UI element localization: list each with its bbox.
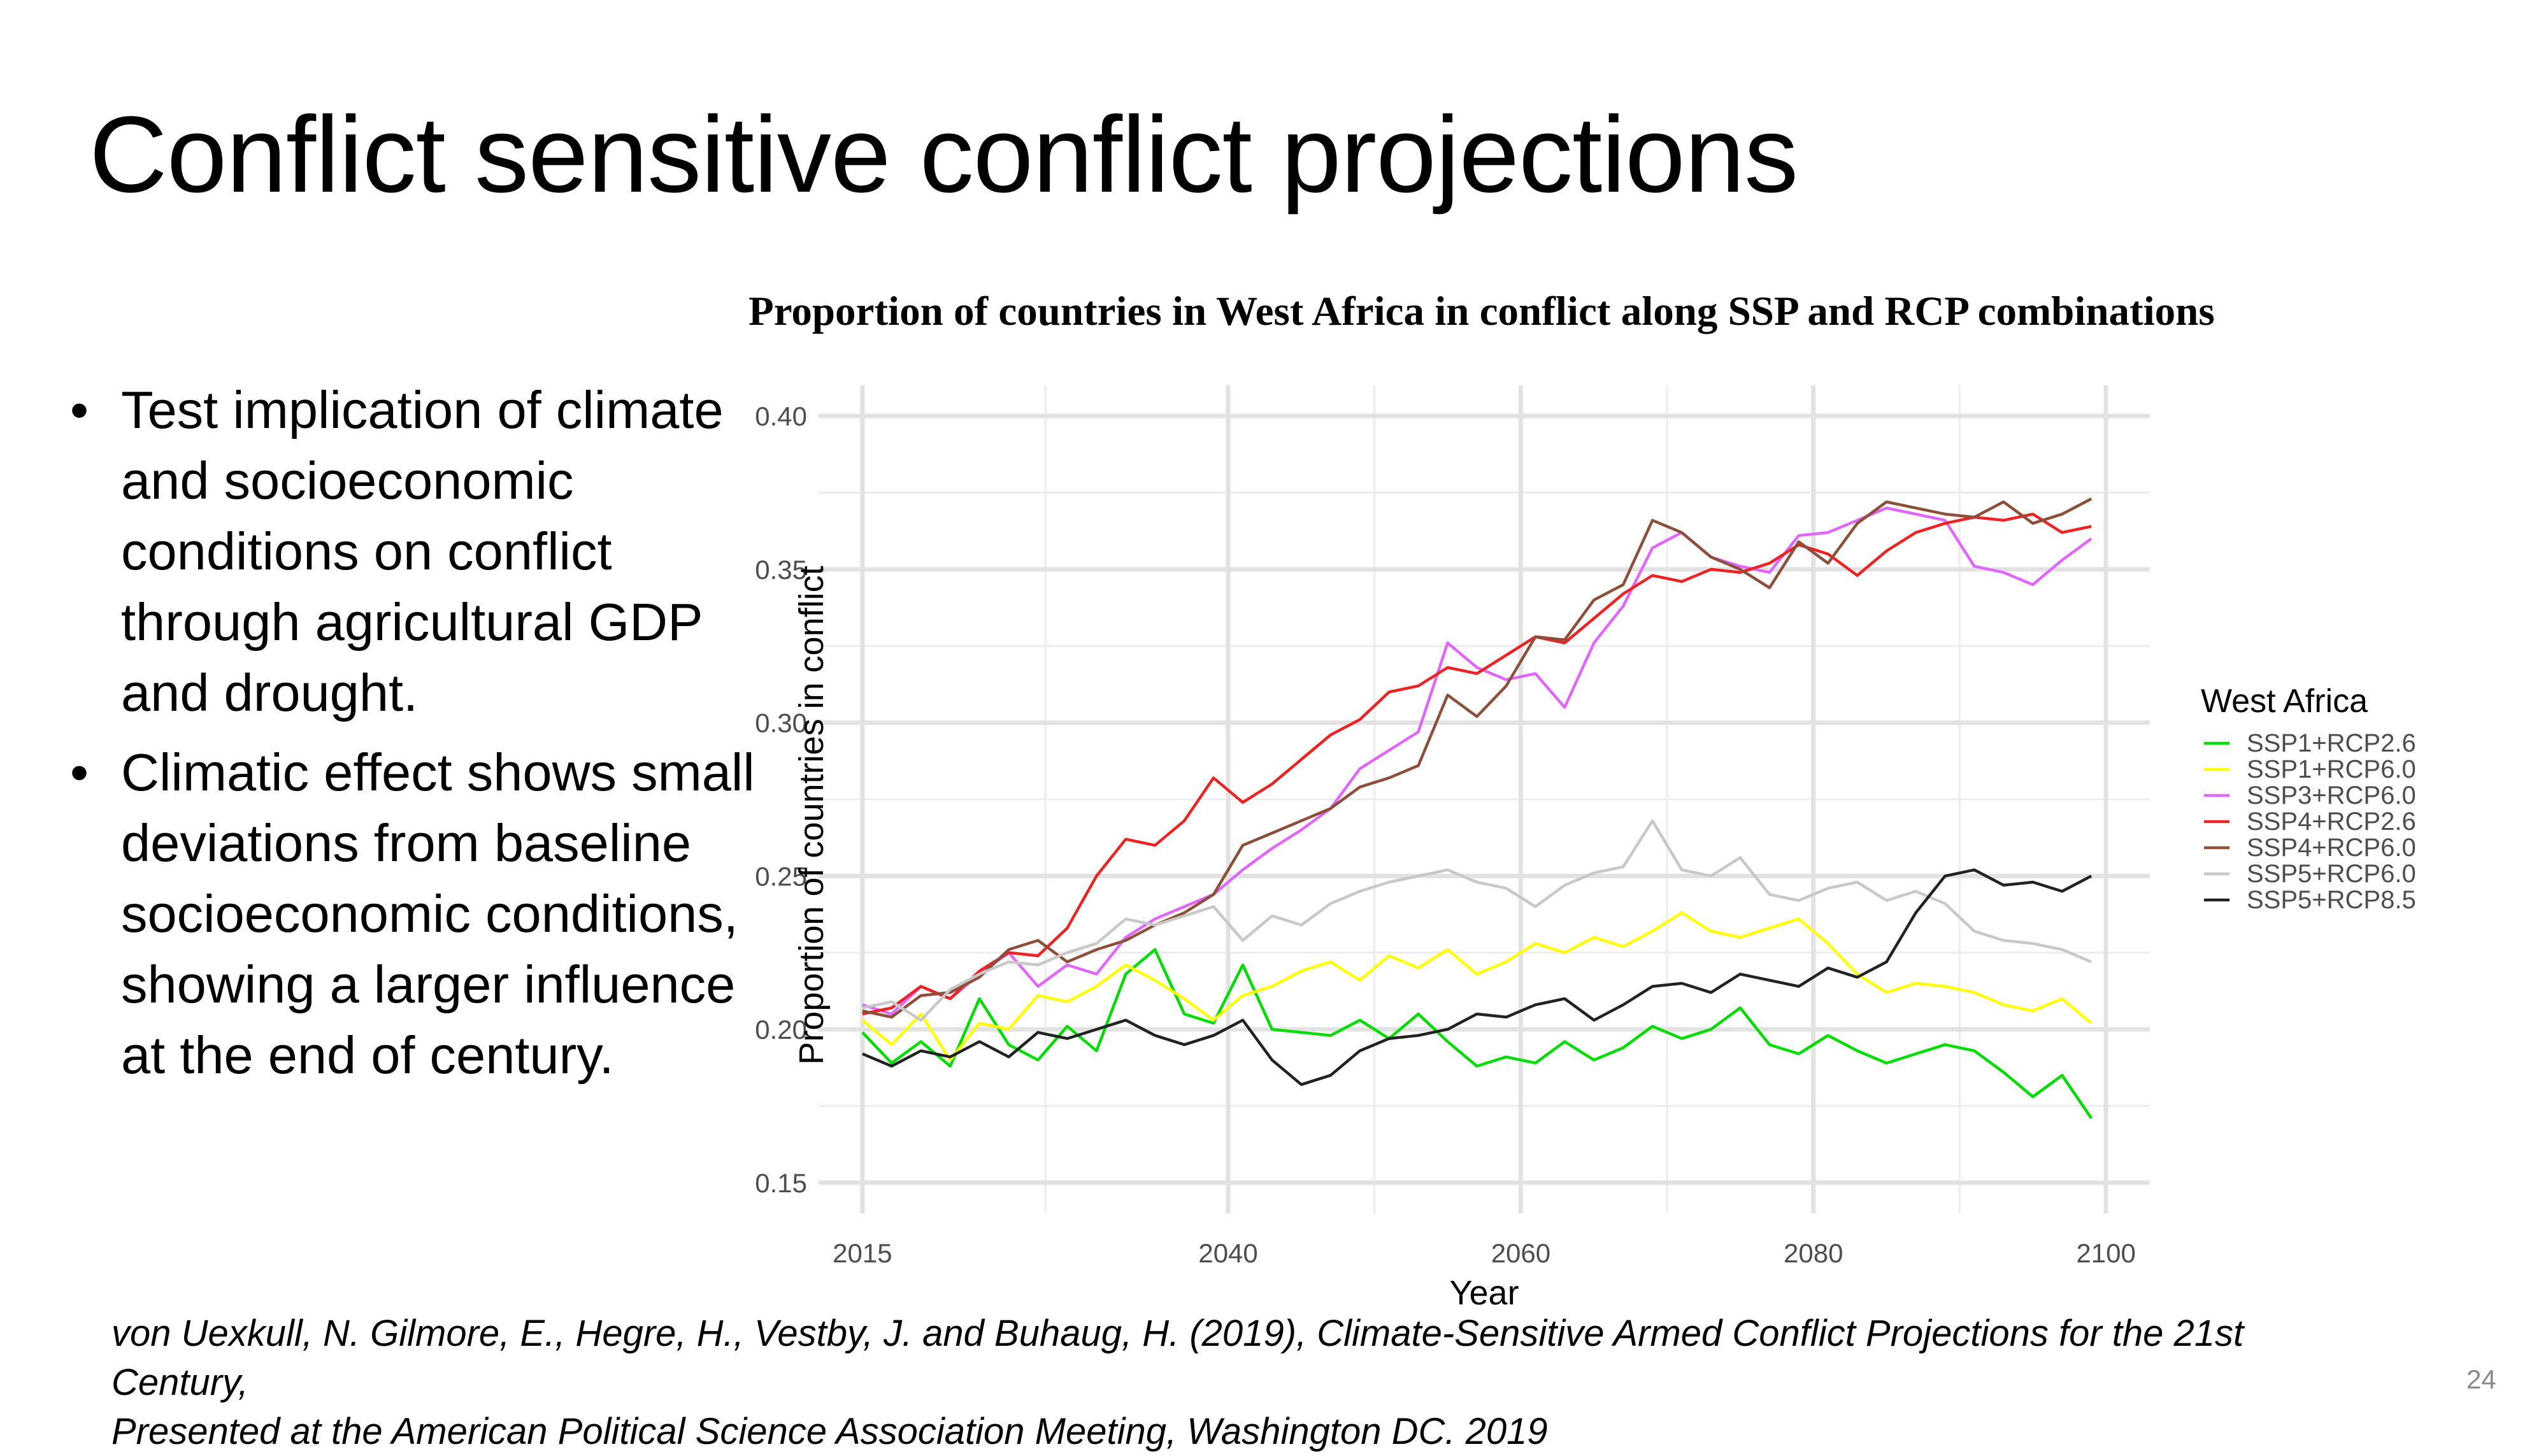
page-number: 24 [2466,1364,2496,1394]
chart-legend: West Africa SSP1+RCP2.6SSP1+RCP6.0SSP3+RC… [2201,683,2416,914]
y-tick-label: 0.40 [755,401,807,431]
chart-grid [819,385,2150,1213]
y-tick-label: 0.30 [755,708,807,738]
citation-line: Presented at the American Political Scie… [111,1411,1548,1452]
legend-label: SSP5+RCP8.5 [2247,886,2416,914]
y-tick-label: 0.35 [755,555,807,585]
chart-title: Proportion of countries in West Africa i… [748,289,2215,334]
x-tick-label: 2100 [2076,1238,2135,1268]
x-axis-title: Year [1449,1274,1519,1312]
bullet-list: Test implication of climate and socioeco… [67,375,780,1099]
chart-axes: 2015 2040 2060 2080 2100 0.15 0.20 0.25 0.30 0.35… [755,401,2136,1312]
slide-title: Conflict sensitive conflict projections [89,94,1798,215]
legend-label: SSP3+RCP6.0 [2247,782,2416,810]
y-tick-label: 0.25 [755,861,807,891]
series-line-ssp1-rcp6-0 [861,911,2093,1062]
x-tick-label: 2060 [1491,1238,1550,1268]
x-tick-label: 2040 [1198,1238,1257,1268]
y-axis-title: Proportion of countries in conflict [792,566,831,1064]
legend-label: SSP4+RCP2.6 [2247,808,2416,836]
legend-title: West Africa [2201,683,2368,720]
series-line-ssp1-rcp2-6 [861,948,2093,1119]
y-tick-label: 0.15 [755,1168,807,1198]
bullet-item: Test implication of climate and socioeco… [67,375,780,728]
legend-label: SSP4+RCP6.0 [2247,834,2416,862]
series-line-ssp4-rcp2-6 [862,512,2092,1016]
citation-line: von Uexkull, N. Gilmore, E., Hegre, H., … [111,1313,2244,1403]
legend-label: SSP5+RCP6.0 [2247,860,2416,888]
y-tick-label: 0.20 [755,1015,807,1045]
series-line-ssp5-rcp8-5 [862,868,2093,1087]
x-tick-label: 2015 [833,1238,892,1268]
series-line-ssp3-rcp6-0 [862,506,2093,1016]
legend-label: SSP1+RCP6.0 [2247,755,2416,783]
bullet-item: Climatic effect shows small deviations f… [67,737,780,1090]
chart-series [861,497,2093,1119]
series-line-ssp5-rcp6-0 [862,819,2092,1022]
series-line-ssp4-rcp6-0 [862,497,2093,1019]
legend-label: SSP1+RCP2.6 [2247,729,2416,757]
citation: von Uexkull, N. Gilmore, E., Hegre, H., … [111,1309,2341,1456]
x-tick-label: 2080 [1784,1238,1843,1268]
